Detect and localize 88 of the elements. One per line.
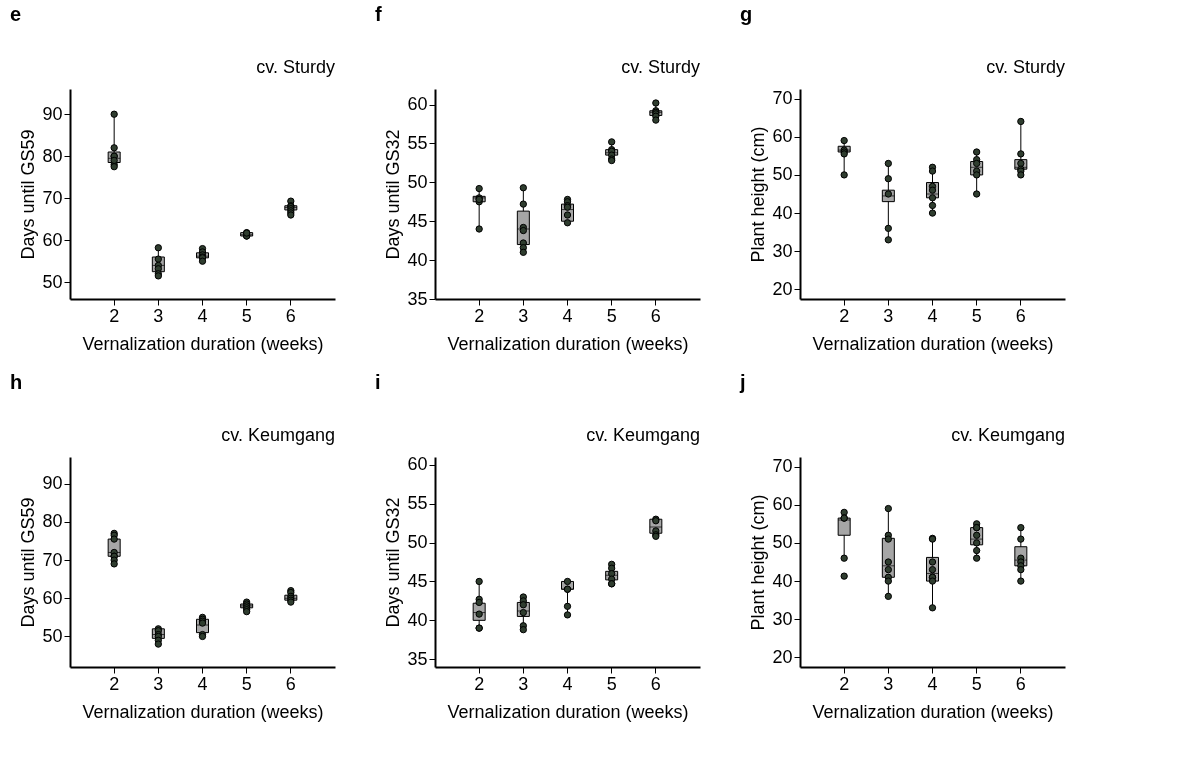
x-tick-label: 4 — [927, 673, 938, 694]
y-tick-label: 50 — [42, 625, 63, 646]
y-tick-label: 50 — [407, 532, 428, 553]
y-tick-label: 90 — [42, 103, 63, 124]
y-tick-label: 60 — [42, 587, 63, 608]
x-axis-title: Vernalization duration (weeks) — [82, 701, 324, 722]
x-tick-label: 4 — [197, 673, 208, 694]
y-tick-label: 50 — [772, 532, 793, 553]
x-tick-label: 2 — [839, 305, 850, 326]
x-axis-title: Vernalization duration (weeks) — [82, 333, 324, 354]
y-tick-label: 60 — [407, 454, 428, 475]
x-tick-label: 4 — [927, 305, 938, 326]
x-tick-label: 2 — [839, 673, 850, 694]
y-tick-label: 80 — [42, 145, 63, 166]
x-tick-label: 6 — [1015, 305, 1026, 326]
y-tick-label: 40 — [772, 202, 793, 223]
y-axis-title: Plant height (cm) — [748, 126, 769, 263]
y-tick-label: 35 — [407, 288, 428, 309]
y-tick-label: 30 — [772, 240, 793, 261]
x-tick-label: 3 — [153, 673, 164, 694]
y-tick-label: 55 — [407, 132, 428, 153]
y-tick-label: 40 — [772, 570, 793, 591]
x-tick-label: 5 — [241, 305, 252, 326]
x-axis-title: Vernalization duration (weeks) — [812, 701, 1054, 722]
x-tick-label: 3 — [518, 305, 529, 326]
chart-title: i — [375, 371, 381, 393]
y-tick-label: 90 — [42, 473, 63, 494]
chart-subtitle: cv. Keumgang — [586, 425, 700, 445]
y-tick-label: 45 — [407, 570, 428, 591]
chart-subtitle: cv. Keumgang — [221, 425, 335, 445]
chart-subtitle: cv. Sturdy — [621, 57, 700, 77]
y-tick-label: 50 — [407, 171, 428, 192]
x-tick-label: 2 — [474, 305, 485, 326]
chart-title: g — [740, 3, 753, 25]
y-axis-title: Days until GS32 — [383, 129, 404, 260]
x-tick-label: 6 — [650, 673, 661, 694]
x-tick-label: 3 — [518, 673, 529, 694]
x-tick-label: 2 — [474, 673, 485, 694]
x-tick-label: 5 — [971, 673, 982, 694]
y-tick-label: 70 — [772, 456, 793, 477]
y-tick-label: 20 — [772, 646, 793, 667]
x-tick-label: 3 — [883, 673, 894, 694]
chart-title: j — [739, 371, 746, 393]
chart-title: f — [375, 3, 382, 25]
x-tick-label: 5 — [971, 305, 982, 326]
y-tick-label: 45 — [407, 210, 428, 231]
x-tick-label: 3 — [153, 305, 164, 326]
y-tick-label: 50 — [772, 164, 793, 185]
x-tick-label: 2 — [109, 673, 120, 694]
x-tick-label: 6 — [650, 305, 661, 326]
y-axis-title: Days until GS32 — [383, 497, 404, 628]
y-axis-title: Days until GS59 — [18, 129, 39, 260]
x-tick-label: 6 — [285, 305, 296, 326]
x-tick-label: 4 — [197, 305, 208, 326]
y-tick-label: 40 — [407, 249, 428, 270]
y-tick-label: 50 — [42, 271, 63, 292]
y-tick-label: 35 — [407, 648, 428, 669]
x-axis-title: Vernalization duration (weeks) — [812, 333, 1054, 354]
x-tick-label: 6 — [285, 673, 296, 694]
chart-subtitle: cv. Keumgang — [951, 425, 1065, 445]
chart-subtitle: cv. Sturdy — [256, 57, 335, 77]
x-tick-label: 5 — [606, 673, 617, 694]
chart-title: e — [10, 3, 22, 25]
chart-title: h — [10, 371, 23, 393]
y-tick-label: 60 — [772, 126, 793, 147]
y-axis-title: Plant height (cm) — [748, 494, 769, 631]
x-axis-title: Vernalization duration (weeks) — [447, 333, 689, 354]
x-tick-label: 4 — [562, 673, 573, 694]
chart-subtitle: cv. Sturdy — [986, 57, 1065, 77]
x-axis-title: Vernalization duration (weeks) — [447, 701, 689, 722]
y-axis-title: Days until GS59 — [18, 497, 39, 628]
y-tick-label: 70 — [772, 88, 793, 109]
x-tick-label: 4 — [562, 305, 573, 326]
x-tick-label: 3 — [883, 305, 894, 326]
x-tick-label: 5 — [606, 305, 617, 326]
y-tick-label: 40 — [407, 609, 428, 630]
y-tick-label: 60 — [407, 94, 428, 115]
x-tick-label: 2 — [109, 305, 120, 326]
y-tick-label: 70 — [42, 549, 63, 570]
y-tick-label: 70 — [42, 187, 63, 208]
y-tick-label: 20 — [772, 278, 793, 299]
y-tick-label: 80 — [42, 511, 63, 532]
y-tick-label: 60 — [42, 229, 63, 250]
y-tick-label: 60 — [772, 494, 793, 515]
y-tick-label: 55 — [407, 493, 428, 514]
x-tick-label: 6 — [1015, 673, 1026, 694]
x-tick-label: 5 — [241, 673, 252, 694]
y-tick-label: 30 — [772, 608, 793, 629]
